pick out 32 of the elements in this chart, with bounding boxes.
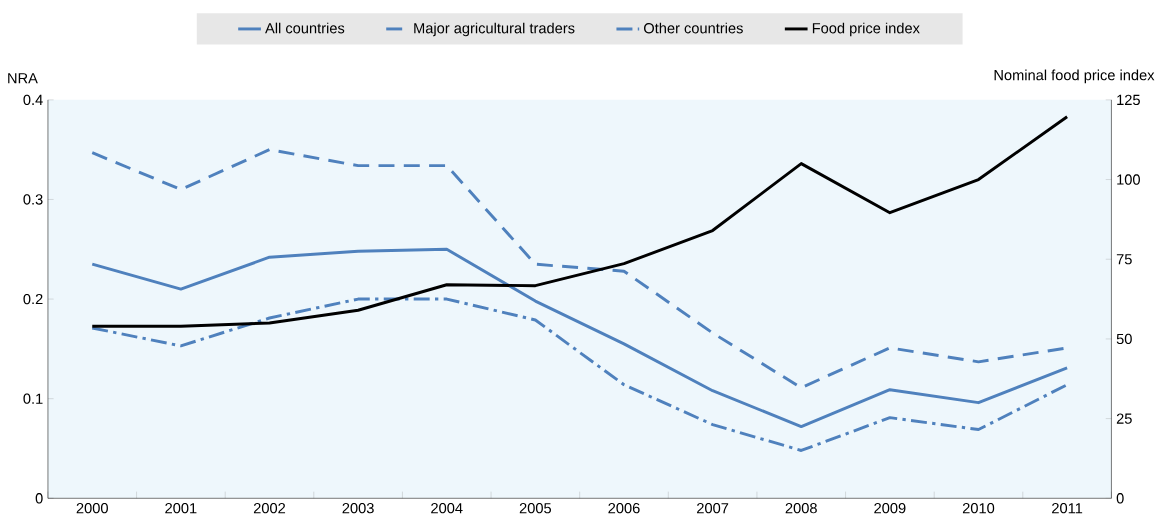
y2-tick-label: 100 <box>1117 174 1140 185</box>
y2-tick-label: 75 <box>1116 254 1132 265</box>
legend-label: Major agricultural traders <box>414 22 575 37</box>
y-axis-title: NRA <box>8 73 38 84</box>
x-tick-label: 2006 <box>608 502 640 514</box>
y2-tick-label: 0 <box>1116 492 1124 504</box>
x-tick-label: 2005 <box>519 502 552 514</box>
y-tick-label: 0 <box>35 493 43 504</box>
x-tick-label: 2007 <box>697 502 729 514</box>
x-tick-label: 2008 <box>785 502 817 514</box>
y2-tick-label: 50 <box>1116 333 1132 344</box>
x-tick-label: 2009 <box>874 502 906 514</box>
y2-axis-title: Nominal food price index <box>994 69 1155 84</box>
y2-tick-label: 125 <box>1117 94 1140 105</box>
line-series <box>90 247 1069 428</box>
line-series <box>90 297 1069 452</box>
y-tick-label: 0.4 <box>23 94 43 105</box>
y-tick-label: 0.2 <box>23 293 43 305</box>
line-series <box>90 115 1069 328</box>
x-tick-label: 2003 <box>342 502 374 514</box>
legend-label: Food price index <box>812 22 920 37</box>
x-tick-label: 2000 <box>76 502 108 514</box>
x-tick-label: 2011 <box>1052 502 1083 514</box>
x-tick-label: 2004 <box>431 502 463 514</box>
legend-label: Other countries <box>644 22 743 34</box>
x-tick-label: 2001 <box>165 502 197 514</box>
x-tick-label: 2002 <box>253 502 286 514</box>
legend-label: All countries <box>265 22 345 34</box>
y-tick-label: 0.1 <box>23 393 43 404</box>
x-tick-label: 2010 <box>962 502 995 514</box>
y2-tick-label: 25 <box>1116 413 1132 424</box>
y-tick-label: 0.3 <box>23 194 43 205</box>
